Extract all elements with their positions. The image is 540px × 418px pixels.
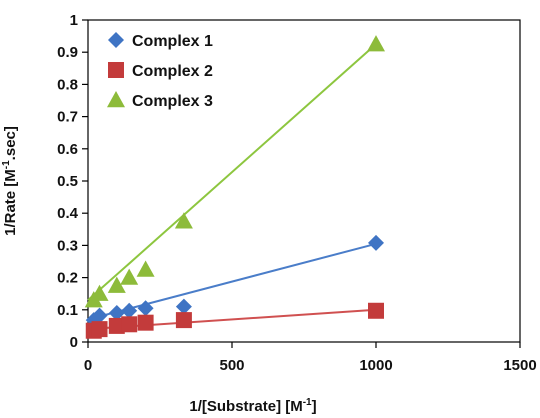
y-tick-label: 0.8 [57, 76, 78, 93]
y-tick-label: 0.6 [57, 141, 78, 158]
y-ticks: 0 0.1 0.2 0.3 0.4 0.5 0.6 0.7 0.8 0.9 1 [57, 12, 88, 351]
data-point-complex-1 [368, 234, 384, 251]
y-tick-label: 0.5 [57, 173, 78, 190]
legend-label: Complex 2 [132, 63, 213, 80]
legend: Complex 1 Complex 2 Complex 3 [107, 32, 213, 110]
y-tick-label: 0.1 [57, 302, 78, 319]
data-point-complex-1 [121, 302, 138, 319]
data-point-complex-3 [90, 284, 109, 301]
data-point-complex-2 [121, 316, 138, 333]
x-tick-label: 500 [219, 357, 244, 374]
data-point-complex-3 [107, 276, 126, 293]
y-axis-title-sup: -1 [1, 160, 12, 169]
x-tick-label: 0 [84, 357, 92, 374]
data-point-complex-2 [368, 302, 384, 319]
y-tick-label: 0.2 [57, 270, 78, 287]
y-axis-title-main: 1/Rate [M [2, 169, 19, 236]
y-tick-label: 0.4 [57, 205, 79, 222]
y-axis-title-end: .sec] [2, 126, 19, 160]
y-tick-label: 0.7 [57, 109, 78, 126]
legend-marker-complex-3 [107, 91, 125, 108]
x-axis-title-main: 1/[Substrate] [M [189, 398, 302, 415]
y-tick-label: 0.3 [57, 237, 78, 254]
data-point-complex-2 [108, 317, 125, 334]
x-tick-label: 1000 [359, 357, 392, 374]
data-point-complex-1 [175, 298, 192, 315]
plot-area [87, 19, 521, 343]
y-tick-label: 0.9 [57, 44, 78, 61]
data-point-complex-3 [367, 35, 385, 52]
data-point-complex-2 [175, 312, 192, 329]
data-point-complex-3 [136, 260, 155, 277]
legend-label: Complex 3 [132, 93, 213, 110]
y-tick-label: 0 [70, 334, 78, 351]
x-axis-title-end: ] [312, 398, 317, 415]
legend-label: Complex 1 [132, 33, 213, 50]
trendline-complex-3 [87, 43, 377, 301]
data-point-complex-2 [137, 314, 154, 331]
data-point-complex-1 [108, 305, 125, 322]
y-tick-label: 1 [70, 12, 78, 29]
x-axis-title-sup: -1 [303, 397, 312, 408]
x-ticks: 0 500 1000 1500 [84, 342, 537, 374]
data-point-complex-3 [174, 212, 193, 229]
x-axis-title: 1/[Substrate] [M-1] [189, 397, 316, 415]
trendline-complex-1 [87, 242, 377, 321]
data-point-complex-1 [137, 300, 154, 317]
data-point-complex-3 [120, 268, 139, 285]
legend-marker-complex-2 [108, 62, 124, 78]
y-axis-title: 1/Rate [M-1.sec] [1, 126, 19, 236]
data-point-complex-1 [91, 307, 108, 324]
markers [84, 35, 385, 339]
data-point-complex-2 [91, 321, 108, 338]
legend-marker-complex-1 [108, 32, 124, 48]
x-tick-label: 1500 [503, 357, 536, 374]
